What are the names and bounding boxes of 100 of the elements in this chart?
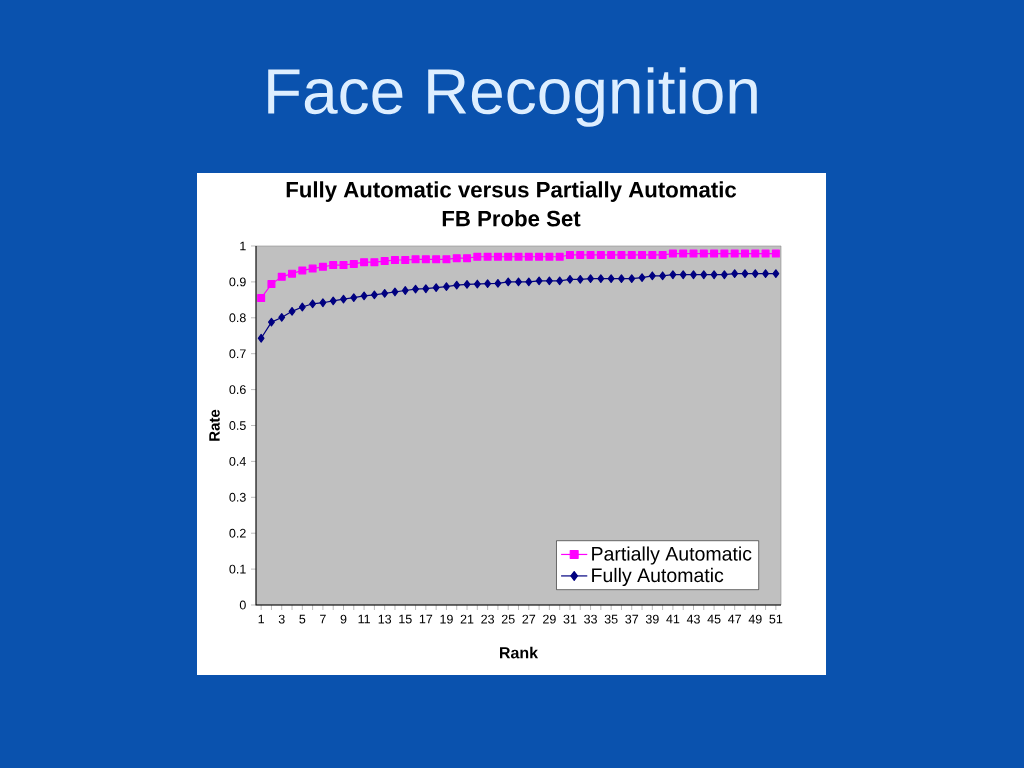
point: [607, 274, 615, 284]
point: [731, 269, 739, 279]
point: [658, 250, 667, 259]
point: [493, 252, 502, 261]
point: [411, 255, 420, 264]
point: [278, 313, 286, 322]
point: [504, 252, 513, 261]
point: [401, 286, 409, 295]
y-axis-title: Rate: [209, 409, 220, 441]
x-tick-label: 39: [645, 614, 659, 624]
point: [565, 250, 574, 259]
point: [771, 249, 780, 258]
point: [514, 252, 523, 261]
point: [360, 258, 369, 267]
x-tick-label: 7: [320, 614, 326, 624]
point: [566, 274, 574, 284]
point: [329, 261, 338, 270]
point: [370, 258, 379, 267]
point: [267, 280, 276, 289]
y-tick-label: 0.5: [229, 421, 246, 430]
point: [596, 250, 605, 259]
x-tick-label: 33: [584, 614, 597, 624]
y-tick-label: 0.9: [229, 277, 246, 287]
point: [648, 250, 657, 259]
point: [412, 284, 420, 294]
y-tick-label: 0: [239, 600, 246, 610]
point: [741, 269, 749, 279]
x-tick-label: 9: [340, 614, 347, 624]
point: [494, 278, 502, 288]
point: [648, 271, 656, 281]
point: [463, 254, 472, 263]
point: [700, 270, 708, 280]
point: [421, 255, 430, 264]
point: [350, 293, 358, 303]
point: [473, 252, 482, 261]
y-tick-label: 0.7: [229, 349, 246, 359]
x-tick-label: 23: [481, 614, 495, 624]
point: [370, 290, 378, 300]
point: [617, 274, 625, 284]
point: [340, 294, 347, 304]
point: [380, 257, 389, 266]
x-tick-label: 11: [358, 614, 370, 624]
x-tick-label: 27: [522, 614, 536, 624]
point: [390, 256, 399, 264]
point: [277, 272, 286, 281]
point: [720, 249, 729, 258]
point: [463, 280, 471, 289]
y-tick-label: 0.3: [229, 492, 246, 502]
point: [360, 291, 368, 301]
point: [298, 266, 307, 275]
point: [597, 274, 605, 284]
point: [679, 270, 687, 280]
point: [432, 283, 440, 293]
x-tick-label: 3: [278, 614, 285, 624]
y-tick-label: 1: [240, 241, 246, 251]
point: [401, 256, 410, 264]
point: [690, 270, 697, 280]
point: [679, 249, 688, 258]
point: [545, 252, 554, 261]
point: [659, 271, 667, 281]
point: [617, 250, 626, 259]
x-tick-label: 35: [604, 614, 618, 624]
point: [740, 249, 749, 258]
point: [453, 280, 461, 290]
point: [442, 255, 451, 264]
x-tick-label: 37: [625, 614, 639, 624]
point: [483, 252, 492, 261]
y-tick-label: 0.8: [229, 313, 246, 323]
point: [710, 270, 718, 280]
x-tick-label: 25: [501, 614, 515, 624]
point: [762, 269, 770, 279]
point: [525, 277, 533, 287]
point: [381, 288, 389, 298]
point: [607, 250, 616, 259]
point: [432, 255, 441, 264]
point: [638, 273, 646, 282]
point: [761, 249, 770, 258]
point: [349, 259, 358, 268]
point: [668, 249, 677, 258]
x-tick-label: 17: [419, 614, 433, 624]
point: [556, 276, 564, 286]
point: [484, 279, 492, 289]
x-tick-label: 31: [563, 614, 577, 624]
legend-label: Partially Automatic: [592, 546, 752, 565]
x-tick-label: 19: [440, 614, 453, 624]
point: [288, 306, 296, 316]
y-tick-label: 0.2: [229, 528, 246, 538]
point: [339, 261, 348, 270]
point: [751, 249, 760, 258]
point: [720, 270, 728, 280]
point: [576, 250, 585, 259]
point: [576, 274, 584, 284]
y-tick-label: 0.6: [229, 385, 246, 395]
chart-title: Face Recognition: [268, 67, 757, 127]
point: [751, 269, 759, 279]
x-tick-label: 41: [666, 614, 680, 624]
x-tick-label: 51: [769, 614, 783, 624]
legend-label: Fully Automatic: [592, 567, 724, 587]
point: [545, 276, 553, 286]
x-tick-label: 43: [686, 614, 700, 624]
